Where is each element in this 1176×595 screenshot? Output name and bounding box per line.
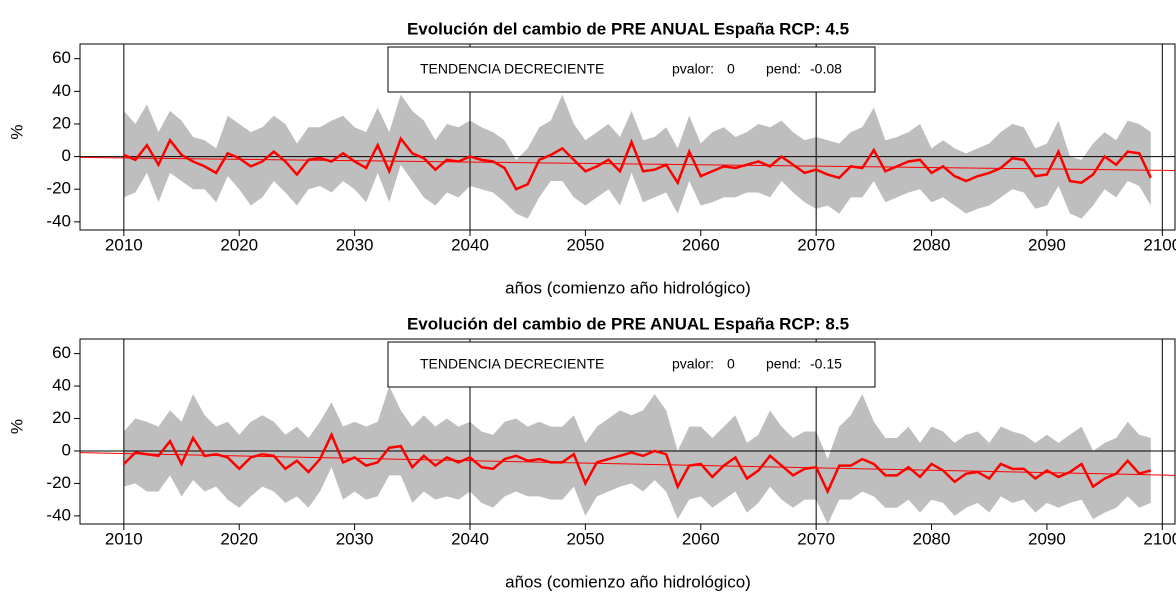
x-tick-label: 2010 bbox=[105, 235, 143, 254]
x-tick-label: 2070 bbox=[797, 235, 835, 254]
x-tick-label: 2010 bbox=[105, 529, 143, 548]
annotation-text: pvalor: bbox=[672, 356, 714, 372]
plot-frame bbox=[79, 43, 1176, 231]
x-tick-label: 2030 bbox=[336, 529, 374, 548]
annotation-box bbox=[387, 341, 876, 388]
mean-line bbox=[123, 136, 1152, 191]
x-axis-label: años (comienzo año hidrológico) bbox=[505, 572, 751, 591]
x-tick-label: 2080 bbox=[913, 529, 951, 548]
x-tick-label: 2020 bbox=[220, 529, 258, 548]
trend-line bbox=[80, 156, 1175, 171]
annotation-text: pvalor: bbox=[672, 61, 714, 77]
x-tick-label: 2090 bbox=[1028, 529, 1066, 548]
y-tick-label: 60 bbox=[52, 48, 71, 67]
plot-area bbox=[80, 339, 1175, 524]
x-tick-label: 2060 bbox=[682, 529, 720, 548]
y-tick-label: -20 bbox=[46, 179, 71, 198]
y-tick-label: 60 bbox=[52, 343, 71, 362]
annotation-value: -0.15 bbox=[810, 356, 842, 372]
y-tick-label: 20 bbox=[52, 113, 71, 132]
y-tick-label: 0 bbox=[62, 440, 71, 459]
y-tick-label: -40 bbox=[46, 211, 71, 230]
x-tick-label: 2080 bbox=[913, 235, 951, 254]
annotation-text: TENDENCIA DECRECIENTE bbox=[420, 61, 604, 77]
y-axis-label: % bbox=[7, 124, 26, 139]
y-tick-label: 40 bbox=[52, 81, 71, 100]
annotation-value: 0 bbox=[727, 356, 735, 372]
x-tick-label: 2090 bbox=[1028, 235, 1066, 254]
annotation-value: 0 bbox=[727, 61, 735, 77]
x-axis-label: años (comienzo año hidrológico) bbox=[505, 278, 751, 297]
annotation-text: TENDENCIA DECRECIENTE bbox=[420, 356, 604, 372]
x-tick-label: 2100 bbox=[1143, 235, 1176, 254]
x-tick-label: 2020 bbox=[220, 235, 258, 254]
annotation-box bbox=[387, 46, 876, 93]
trend-line bbox=[80, 452, 1175, 476]
plot-area bbox=[80, 44, 1175, 230]
annotation-text: pend: bbox=[766, 61, 801, 77]
x-tick-label: 2050 bbox=[566, 235, 604, 254]
x-tick-label: 2100 bbox=[1143, 529, 1176, 548]
x-tick-label: 2040 bbox=[451, 529, 489, 548]
chart-title: Evolución del cambio de PRE ANUAL España… bbox=[407, 314, 849, 333]
plot-frame bbox=[79, 338, 1176, 525]
x-tick-label: 2060 bbox=[682, 235, 720, 254]
y-tick-label: 40 bbox=[52, 376, 71, 395]
chart-title: Evolución del cambio de PRE ANUAL España… bbox=[407, 19, 849, 38]
mean-line bbox=[122, 431, 1152, 495]
y-tick-label: 20 bbox=[52, 408, 71, 427]
x-tick-label: 2050 bbox=[566, 529, 604, 548]
y-axis-label: % bbox=[7, 419, 26, 434]
x-tick-label: 2030 bbox=[336, 235, 374, 254]
y-tick-label: -40 bbox=[46, 505, 71, 524]
annotation-text: pend: bbox=[766, 356, 801, 372]
x-tick-label: 2070 bbox=[797, 529, 835, 548]
x-tick-label: 2040 bbox=[451, 235, 489, 254]
y-tick-label: -20 bbox=[46, 473, 71, 492]
y-tick-label: 0 bbox=[62, 146, 71, 165]
annotation-value: -0.08 bbox=[810, 61, 842, 77]
